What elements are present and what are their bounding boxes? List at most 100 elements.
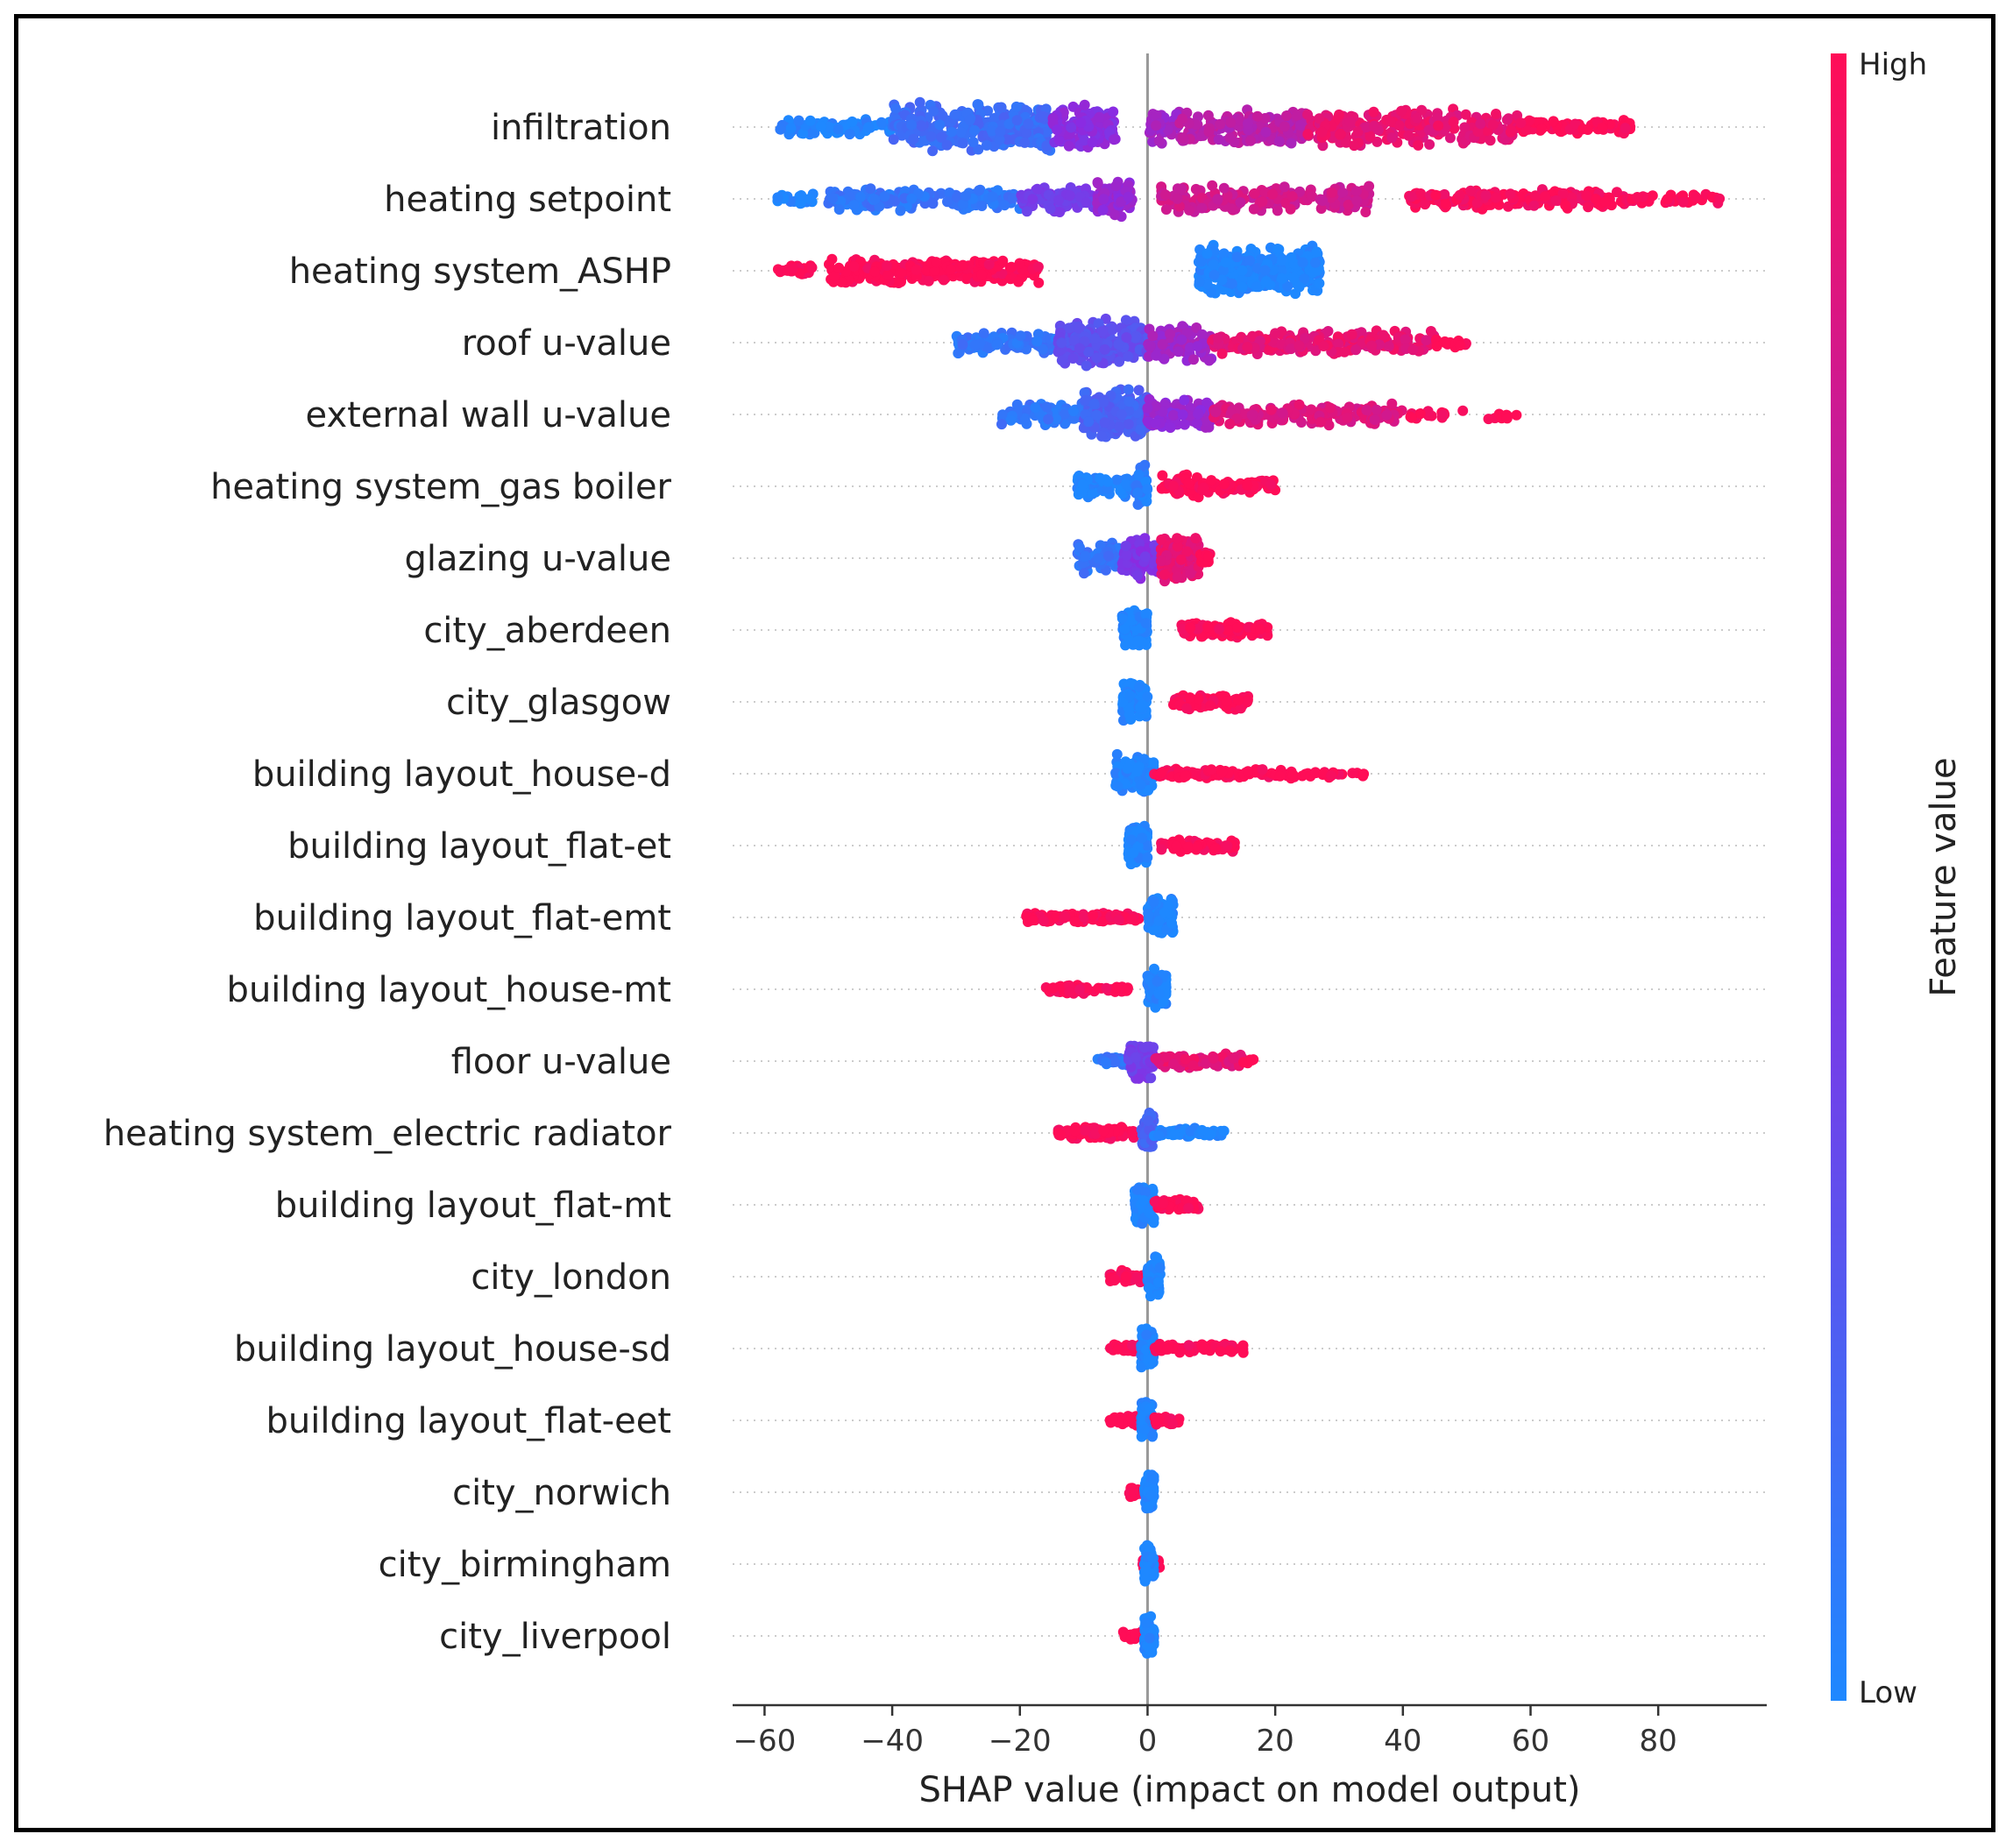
shap-point [890, 103, 901, 114]
shap-point [1599, 196, 1611, 208]
shap-point [1209, 843, 1221, 853]
shap-point [994, 134, 1005, 145]
shap-point [1237, 281, 1248, 293]
shap-point [833, 262, 845, 273]
shap-point [973, 144, 984, 155]
shap-point [793, 115, 804, 126]
shap-point [1053, 135, 1065, 145]
shap-point [1231, 251, 1243, 263]
shap-point [1124, 690, 1136, 701]
shap-point [1215, 118, 1226, 130]
shap-point [1156, 534, 1167, 545]
shap-point [1123, 384, 1134, 395]
shap-point [1632, 192, 1643, 202]
shap-point [1088, 399, 1100, 410]
shap-point [1095, 472, 1106, 484]
shap-point [1005, 414, 1017, 426]
shap-point [1412, 112, 1422, 124]
shap-point [1690, 191, 1701, 202]
shap-point [1358, 768, 1370, 780]
shap-point [1220, 257, 1231, 268]
shap-point [1274, 770, 1286, 782]
shap-point [952, 191, 962, 202]
shap-point [969, 340, 981, 350]
shap-point [1455, 340, 1466, 351]
shap-point [1581, 190, 1592, 202]
shap-point [1168, 409, 1179, 421]
shap-point [1041, 140, 1053, 152]
shap-point [1185, 568, 1196, 579]
shap-point [1360, 207, 1372, 217]
shap-point [1232, 622, 1243, 634]
shap-point [987, 191, 998, 202]
shap-point [896, 267, 907, 279]
shap-point [1069, 916, 1081, 927]
shap-point [1431, 341, 1442, 352]
shap-point [1156, 555, 1167, 566]
shap-point [1052, 124, 1063, 136]
shap-point [1209, 269, 1220, 280]
shap-point [1056, 337, 1067, 349]
shap-point [1314, 278, 1325, 289]
shap-point [1192, 341, 1203, 352]
shap-point [974, 185, 985, 196]
shap-point [1294, 119, 1306, 131]
shap-point [848, 261, 860, 272]
shap-point [1386, 398, 1398, 409]
shap-point [1350, 344, 1362, 356]
shap-point [1176, 183, 1187, 195]
shap-point [914, 96, 925, 108]
shap-point [1003, 118, 1015, 130]
shap-point [1010, 101, 1022, 112]
shap-point [1364, 131, 1376, 142]
shap-point [999, 200, 1010, 211]
shap-point [1160, 204, 1172, 215]
shap-point [991, 339, 1003, 350]
shap-point [895, 205, 906, 216]
shap-point [978, 328, 989, 339]
shap-point [1123, 419, 1134, 430]
shap-point [1087, 137, 1098, 148]
shap-point [1191, 418, 1202, 429]
shap-point [1125, 834, 1137, 846]
shap-point [1196, 329, 1208, 340]
shap-point [1180, 770, 1191, 782]
shap-point [949, 109, 960, 120]
shap-point [827, 193, 839, 204]
shap-point [1714, 193, 1726, 204]
shap-point [1212, 194, 1223, 205]
shap-point [1119, 624, 1131, 634]
shap-point [957, 138, 968, 149]
shap-point [1177, 113, 1188, 124]
shap-point [945, 264, 956, 275]
shap-point [1214, 623, 1225, 634]
shap-point [1102, 550, 1114, 562]
shap-point [1074, 542, 1085, 553]
shap-point [1135, 779, 1146, 790]
shap-point [1099, 417, 1110, 428]
shap-point [927, 198, 939, 209]
shap-point [888, 134, 899, 145]
shap-point [1430, 189, 1442, 201]
shap-point [806, 262, 818, 273]
shap-point [1172, 533, 1183, 544]
shap-point [1677, 196, 1689, 208]
shap-point [1156, 844, 1167, 855]
shap-point [1224, 132, 1236, 144]
shap-point [1314, 113, 1325, 124]
shap-point [1113, 338, 1124, 350]
shap-point [833, 124, 844, 135]
shap-point [1413, 139, 1424, 151]
shap-point [1077, 478, 1088, 490]
shap-point [1415, 188, 1427, 199]
shap-point [1175, 554, 1187, 565]
shap-point [1176, 334, 1187, 345]
shap-point [863, 122, 875, 133]
figure-frame: infiltration heating setpoint heating syst… [14, 14, 1995, 1832]
shap-point [1276, 273, 1287, 284]
shap-point [1027, 915, 1038, 926]
shap-point [775, 124, 786, 135]
shap-point [1011, 399, 1023, 410]
shap-point [955, 126, 967, 138]
shap-point [941, 139, 953, 151]
